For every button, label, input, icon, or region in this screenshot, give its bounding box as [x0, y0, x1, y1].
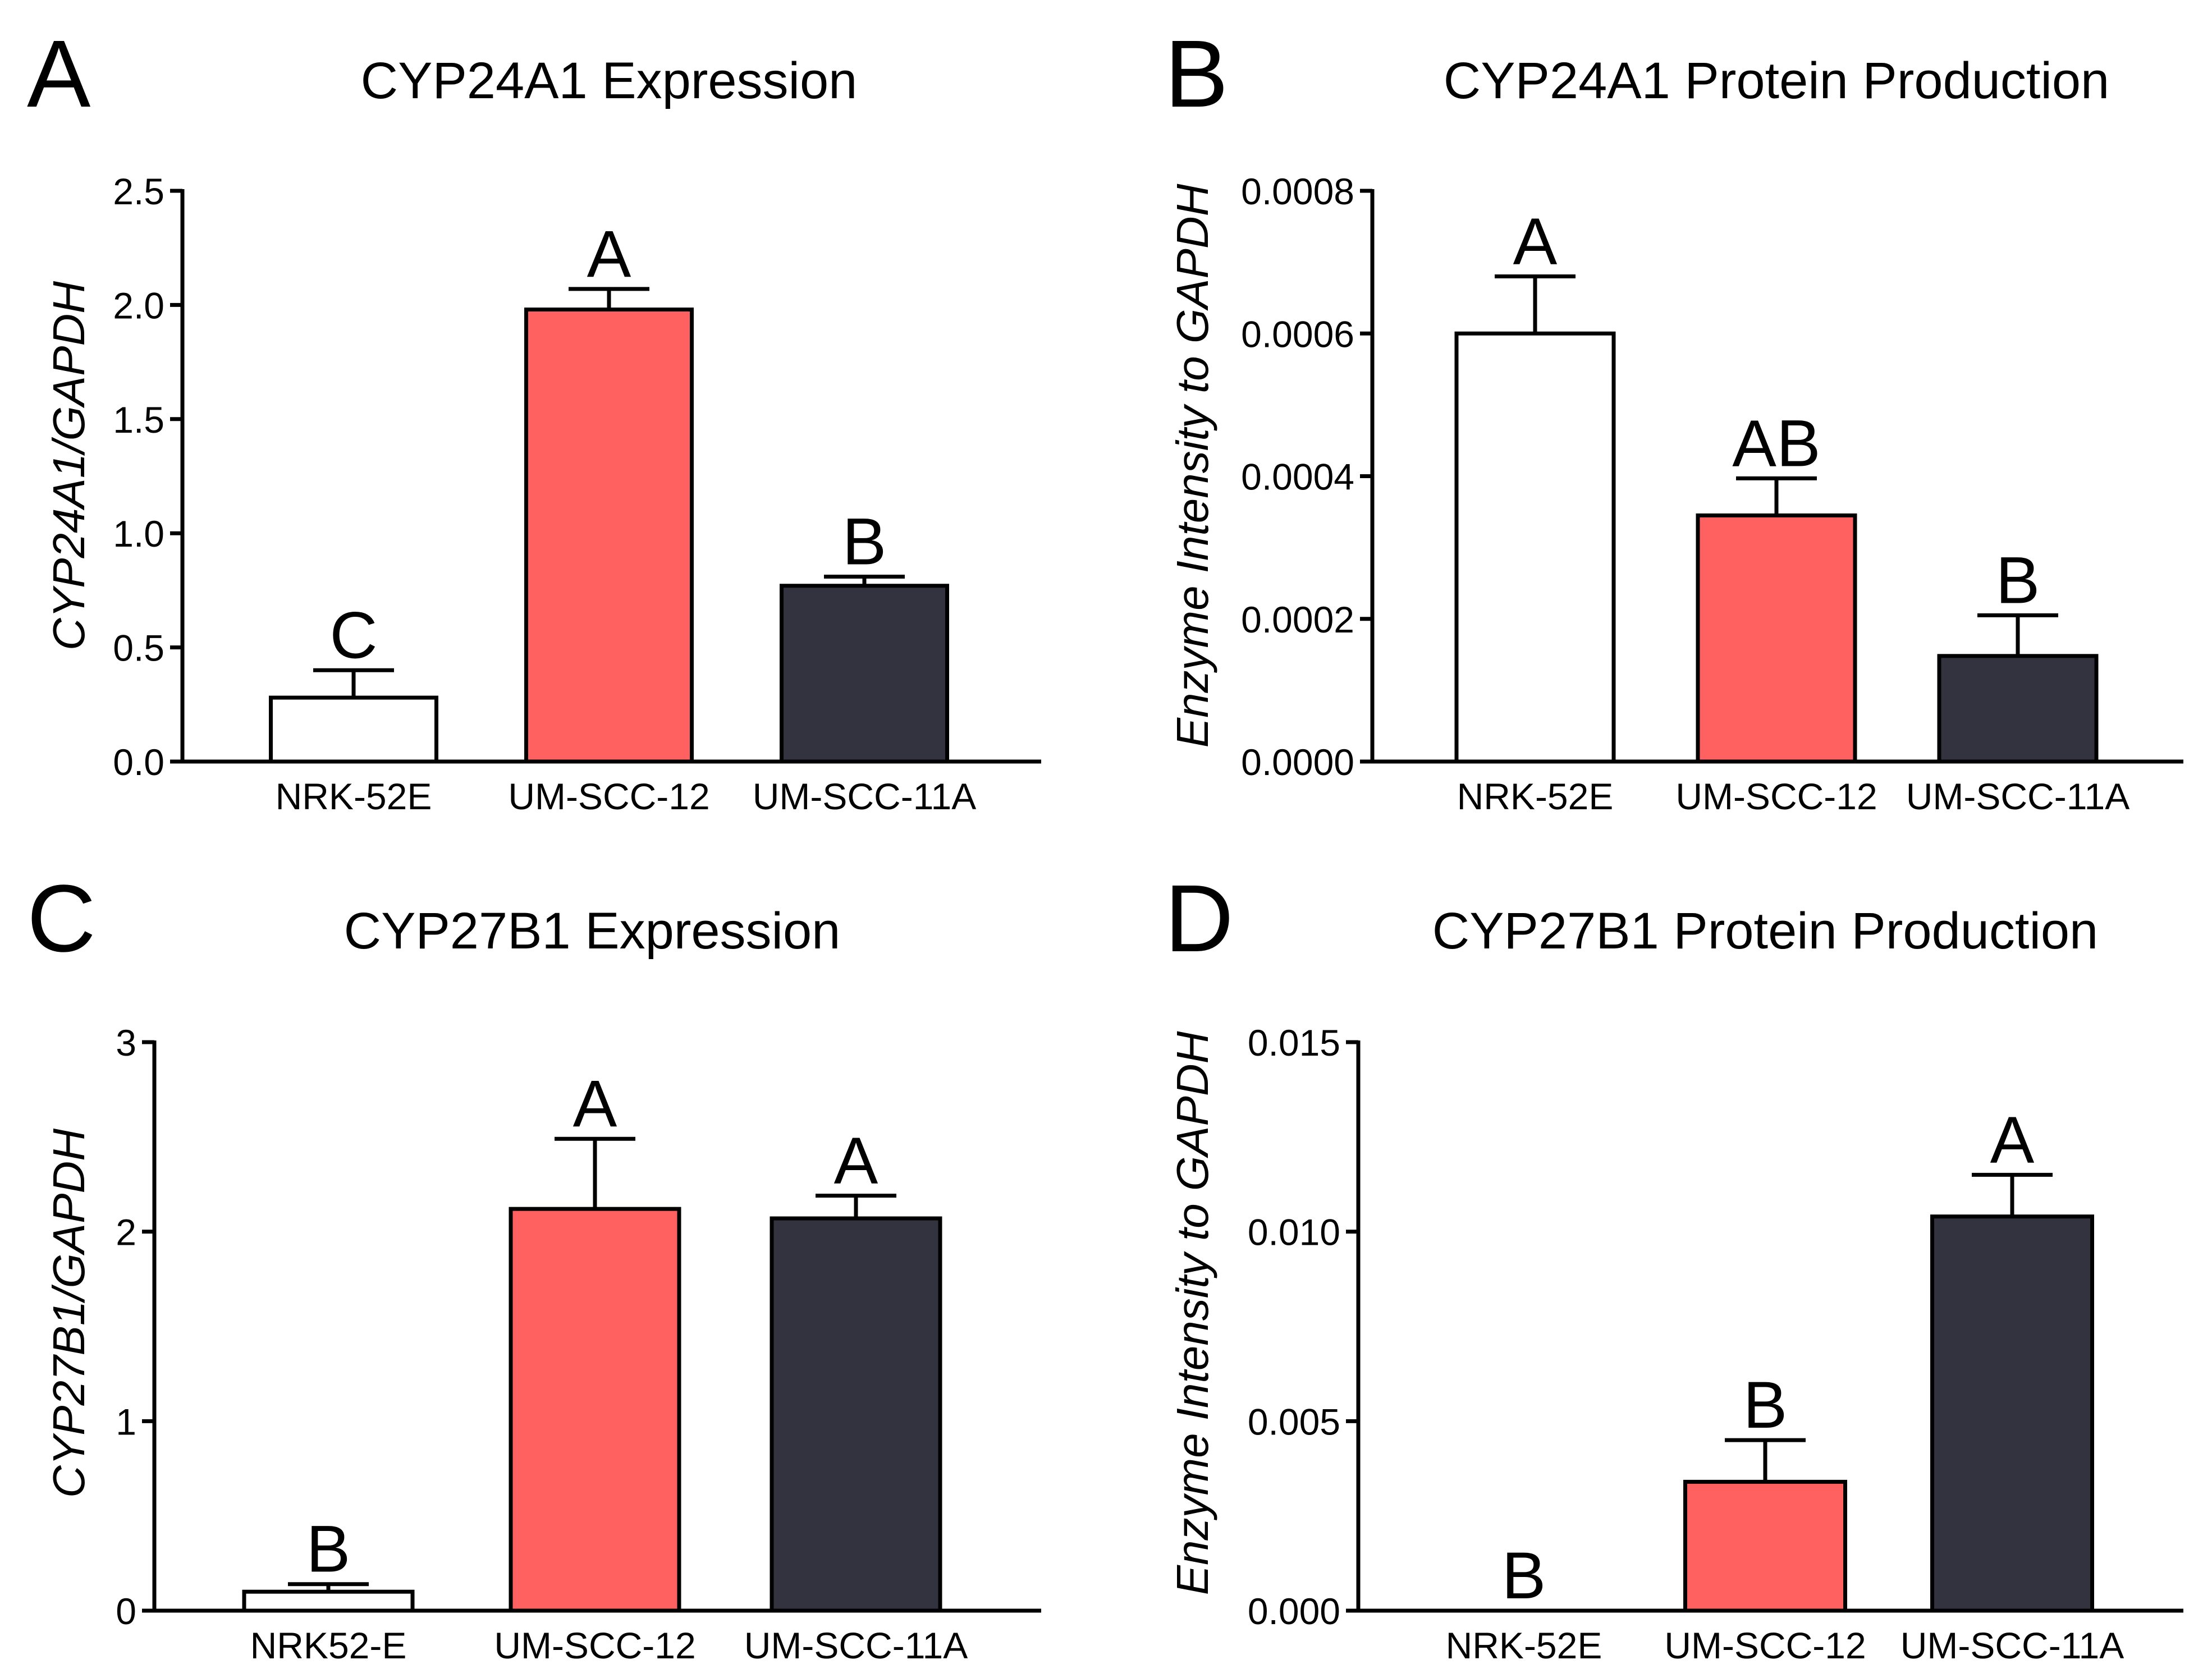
- x-tick-label: UM-SCC-11A: [753, 776, 976, 817]
- y-tick-label: 0.000: [1248, 1590, 1340, 1632]
- panel-letter: B: [1165, 21, 1228, 127]
- y-tick-label: 0.010: [1248, 1212, 1340, 1253]
- y-tick-label: 1.5: [113, 399, 164, 441]
- y-tick-label: 0.0000: [1241, 741, 1354, 783]
- x-tick-label: NRK52-E: [250, 1625, 407, 1666]
- y-tick-label: 0.005: [1248, 1401, 1340, 1442]
- significance-label: AB: [1732, 406, 1820, 480]
- significance-label: A: [1513, 205, 1558, 279]
- x-tick-label: UM-SCC-11A: [744, 1625, 968, 1666]
- significance-label: A: [1990, 1103, 2035, 1177]
- significance-label: A: [573, 1067, 617, 1141]
- significance-label: B: [1743, 1368, 1788, 1442]
- x-tick-label: NRK-52E: [1457, 776, 1614, 817]
- y-tick-label: 0.5: [113, 627, 164, 669]
- y-tick-label: 1: [116, 1401, 136, 1442]
- x-tick-label: UM-SCC-11A: [1906, 776, 2129, 817]
- chart-title: CYP24A1 Protein Production: [1444, 52, 2109, 109]
- chart-title: CYP24A1 Expression: [361, 52, 858, 109]
- y-tick-label: 2.5: [113, 171, 164, 212]
- y-tick-label: 0.015: [1248, 1022, 1340, 1063]
- panel-letter: A: [27, 21, 91, 127]
- x-tick-label: UM-SCC-12: [1664, 1625, 1866, 1666]
- y-tick-label: 3: [116, 1022, 136, 1063]
- bar: [509, 1207, 681, 1613]
- y-axis-label: CYP27B1/GAPDH: [44, 1129, 94, 1498]
- panel-letter: C: [27, 865, 96, 972]
- y-tick-label: 0.0006: [1241, 313, 1354, 355]
- y-axis-label: Enzyme Intensity to GAPDH: [1167, 184, 1217, 748]
- significance-label: B: [1996, 543, 2040, 617]
- x-tick-label: UM-SCC-11A: [1900, 1625, 2124, 1666]
- bar: [1454, 331, 1616, 764]
- chart-title: CYP27B1 Expression: [344, 902, 841, 960]
- bar: [269, 695, 438, 764]
- bar: [770, 1216, 942, 1613]
- y-tick-label: 1.0: [113, 513, 164, 554]
- significance-label: B: [1502, 1539, 1546, 1613]
- panel-c: C CYP27B1 Expression CYP27B1/GAPDH 0 1 2 3 B…: [27, 865, 1041, 1666]
- y-tick-label: 0.0008: [1241, 171, 1354, 212]
- y-tick-label: 0.0: [113, 741, 164, 783]
- bar: [1683, 1479, 1847, 1613]
- significance-label: B: [842, 505, 887, 579]
- bar: [524, 308, 694, 764]
- bar: [242, 1589, 415, 1613]
- bar: [1696, 513, 1857, 764]
- significance-label: C: [329, 598, 377, 672]
- chart-title: CYP27B1 Protein Production: [1432, 902, 2098, 960]
- bar: [1930, 1214, 2094, 1613]
- panel-b: B CYP24A1 Protein Production Enzyme Inte…: [1165, 21, 2183, 817]
- significance-label: A: [834, 1124, 878, 1198]
- y-axis-label: Enzyme Intensity to GAPDH: [1167, 1031, 1217, 1595]
- y-tick-label: 2.0: [113, 285, 164, 326]
- bar: [780, 584, 949, 764]
- y-tick-label: 2: [116, 1212, 136, 1253]
- panel-letter: D: [1165, 865, 1234, 972]
- y-axis-label: CYP24A1/GAPDH: [44, 281, 94, 650]
- x-tick-label: UM-SCC-12: [494, 1625, 695, 1666]
- bar: [1937, 654, 2099, 764]
- panel-d: D CYP27B1 Protein Production Enzyme Inte…: [1165, 865, 2183, 1666]
- significance-label: B: [306, 1512, 351, 1587]
- x-tick-label: UM-SCC-12: [1675, 776, 1877, 817]
- y-tick-label: 0.0002: [1241, 599, 1354, 640]
- x-tick-label: NRK-52E: [276, 776, 432, 817]
- y-tick-label: 0.0004: [1241, 456, 1354, 498]
- panel-a: A CYP24A1 Expression CYP24A1/GAPDH 0.0 0.…: [27, 21, 1041, 817]
- y-tick-label: 0: [116, 1590, 136, 1632]
- x-tick-label: UM-SCC-12: [508, 776, 709, 817]
- significance-label: A: [587, 217, 631, 291]
- x-tick-label: NRK-52E: [1446, 1625, 1602, 1666]
